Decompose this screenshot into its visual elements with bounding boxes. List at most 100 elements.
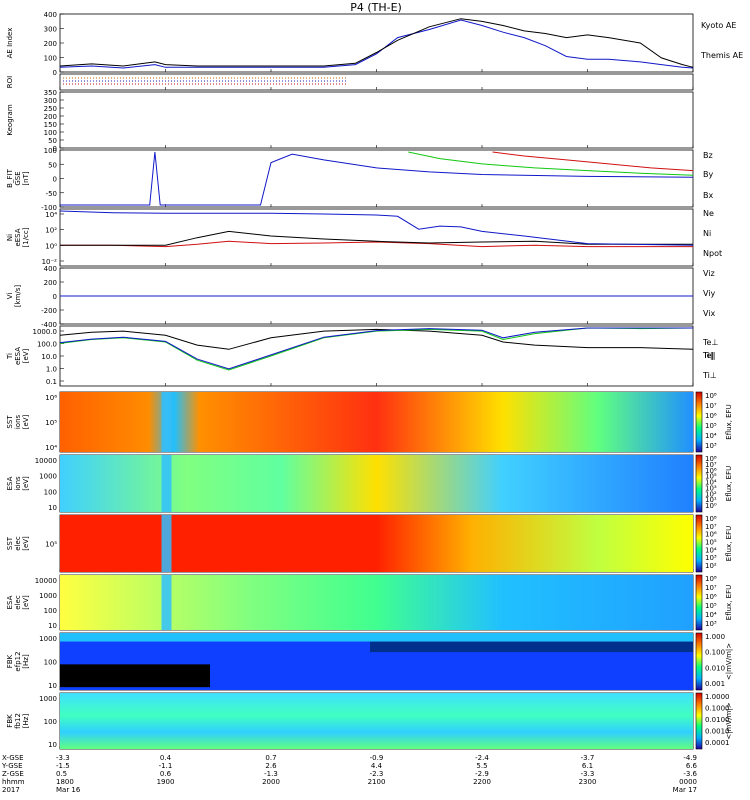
colorbar-tick-label: 0.1000	[705, 705, 730, 713]
x-tick-label: 1900	[157, 778, 175, 786]
legend-entry: Kyoto AE	[701, 21, 736, 30]
colorbar-frame	[695, 692, 703, 750]
y-axis-label: FBK	[6, 714, 14, 728]
spectrogram-esa_elec	[60, 575, 693, 630]
x-tick-label: -2.9	[475, 770, 489, 778]
legend-entry: Viz	[703, 269, 715, 278]
colorbar-tick-label: 0.0100	[705, 716, 730, 724]
ephemeris-row-label: hhmm	[2, 778, 25, 786]
colorbar-frame	[695, 632, 703, 691]
colorbar-frame	[695, 574, 703, 631]
x-tick-label: 0.6	[160, 770, 172, 778]
colorbar-tick-label: 10⁵	[705, 422, 717, 430]
colorbar-fbk_b	[696, 693, 702, 749]
y-tick-label: 100	[44, 147, 57, 155]
legend-entry: By	[703, 170, 713, 179]
y-axis-label: GSE	[14, 171, 22, 185]
y-tick-label: 100.0	[37, 341, 57, 349]
spectrogram-esa_ion	[60, 455, 693, 512]
y-axis-label: Keogram	[6, 104, 14, 135]
series-line-density-2	[59, 210, 694, 246]
y-tick-label: 250	[44, 105, 57, 113]
y-tick-label: 10	[48, 504, 57, 512]
panel-frame-density	[59, 208, 694, 267]
series-layer	[59, 18, 694, 371]
y-tick-label: -100	[41, 204, 57, 212]
y-axis-label: [nT]	[22, 171, 30, 185]
x-tick-label: -0.9	[370, 754, 384, 762]
y-axis-label: ESA	[6, 595, 14, 609]
colorbar-label: Eflux, EFU	[725, 404, 733, 439]
y-tick-label: -50	[46, 190, 57, 198]
legend-entry: Themis AE	[700, 51, 743, 60]
y-axis-label: [eV]	[22, 476, 30, 491]
colorbar-tick-label: 10⁷	[705, 584, 717, 592]
x-tick-label: -3.3	[581, 770, 595, 778]
colorbar-frame	[695, 391, 703, 453]
colorbar-tick-label: 10³	[705, 620, 717, 628]
y-tick-label: 10⁴	[45, 211, 57, 219]
series-line-bfield-0	[492, 151, 694, 172]
y-axis-label: [km/s]	[14, 285, 22, 308]
colorbar-tick-label: 10⁸	[705, 575, 717, 583]
x-tick-label: -3.7	[581, 754, 595, 762]
legend-entry: Viy	[703, 289, 716, 298]
x-tick-label: 1800	[56, 778, 74, 786]
y-axis-label: Ti	[6, 353, 14, 360]
y-axis-label: ions	[14, 414, 22, 429]
colorbar-tick-label: 1.0000	[705, 693, 730, 701]
y-tick-label: 100	[44, 55, 57, 63]
spectrogram-sst_ion	[60, 392, 693, 452]
legend-entry: Ti∥	[702, 351, 714, 360]
y-tick-label: 10	[48, 622, 57, 630]
y-tick-label: 0	[53, 69, 57, 77]
colorbar-tick-label: 10³	[705, 484, 717, 492]
y-tick-label: 50	[48, 161, 57, 169]
colorbar-tick-label: 10⁵	[705, 473, 717, 481]
colorbar-sst_elec	[696, 515, 702, 572]
y-axis-label: eESA	[14, 347, 22, 365]
colorbar-frame	[695, 514, 703, 573]
spectrogram-gap-stripe	[161, 575, 172, 630]
y-tick-label: 100	[44, 488, 57, 496]
x-tick-label: 4.4	[371, 762, 383, 770]
colorbar-tick-label: 10⁷	[705, 402, 717, 410]
y-tick-label: 10⁵	[45, 419, 57, 427]
y-axis-label: B_FIT	[6, 168, 14, 187]
colorbar-tick-label: 10²	[705, 562, 717, 570]
x-tick-label: 0.4	[160, 754, 172, 762]
y-axis-label: AE Index	[6, 28, 14, 59]
y-axis-label: Ni	[6, 234, 14, 241]
colorbar-tick-label: 10⁴	[705, 432, 717, 440]
spectrogram-band-top	[60, 633, 693, 642]
y-tick-label: 150	[44, 121, 57, 129]
colorbar-tick-label: 10³	[705, 442, 717, 450]
y-axis-label: elec	[14, 536, 22, 551]
y-tick-label: 100	[44, 659, 57, 667]
series-line-ae-0	[59, 19, 694, 69]
y-tick-label: 10	[48, 682, 57, 690]
y-tick-label: 10²	[45, 227, 57, 235]
y-tick-label: 100	[44, 718, 57, 726]
legend-entry: Ne	[703, 209, 714, 218]
series-line-bfield-1	[408, 151, 694, 176]
spectrogram-layer	[60, 391, 703, 750]
colorbar-tick-label: 10⁷	[705, 461, 717, 469]
colorbar-label: Eflux, EFU	[725, 526, 733, 561]
y-tick-label: 10⁴	[45, 444, 57, 452]
series-line-temperature-3	[59, 327, 693, 370]
legend-entry: Bz	[703, 151, 713, 160]
spectrogram-gap-stripe	[161, 392, 172, 452]
colorbar-tick-label: 10⁶	[705, 467, 717, 475]
y-tick-label: 10⁻²	[42, 258, 58, 266]
x-tick-label: 0000	[679, 778, 697, 786]
y-axis-label: [1/cc]	[22, 227, 30, 247]
y-axis-label: [eV]	[22, 595, 30, 610]
colorbar-tick-label: 10⁸	[705, 392, 717, 400]
colorbar-esa_ion	[696, 455, 702, 512]
y-tick-label: 1000	[39, 473, 57, 481]
colorbar-tick-label: 10⁶	[705, 531, 717, 539]
ephemeris-row-label: Z-GSE	[2, 770, 24, 778]
